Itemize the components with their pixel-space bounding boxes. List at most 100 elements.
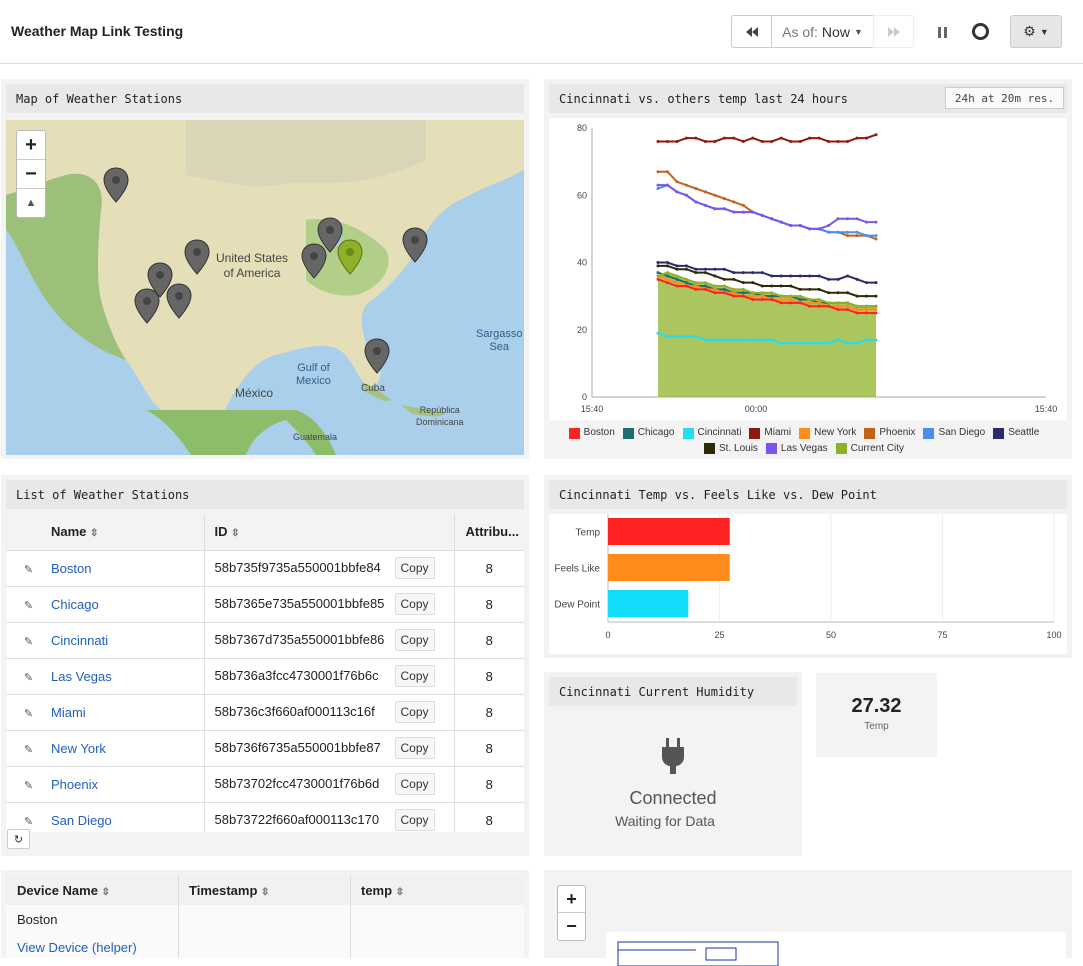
map-label-mexico: México: [235, 386, 274, 400]
station-marker-chicago[interactable]: [317, 217, 343, 253]
station-name-link[interactable]: San Diego: [51, 812, 112, 828]
drag-handle-icon[interactable]: ✎: [23, 779, 34, 792]
table-row[interactable]: ✎ Las Vegas 58b736a3fcc4730001f76b6c Copy 8: [6, 657, 524, 694]
legend-item[interactable]: San Diego: [923, 426, 985, 440]
data-point: [684, 277, 688, 281]
legend-item[interactable]: Chicago: [622, 426, 675, 440]
station-list-title: List of Weather Stations: [6, 480, 524, 509]
drag-handle-icon[interactable]: ✎: [23, 599, 34, 612]
station-marker-st-louis[interactable]: [301, 243, 327, 279]
drag-handle-icon[interactable]: ✎: [23, 815, 34, 828]
data-point: [703, 271, 707, 275]
column-header-temp[interactable]: temp ⇳: [361, 883, 405, 898]
station-name-link[interactable]: Boston: [51, 560, 92, 576]
station-name-link[interactable]: Chicago: [51, 596, 99, 612]
bar-dew-point: [608, 590, 689, 617]
station-name-link[interactable]: Miami: [51, 704, 86, 720]
column-header-name[interactable]: Name ⇳: [51, 514, 205, 550]
map-reset-north-icon[interactable]: ▲: [25, 197, 37, 209]
station-name-link[interactable]: Las Vegas: [51, 668, 112, 684]
column-header-device-name[interactable]: Device Name ⇳: [17, 883, 110, 898]
data-point: [865, 220, 869, 224]
station-marker-new-york[interactable]: [402, 227, 428, 263]
table-row[interactable]: ✎ Cincinnati 58b7367d735a550001bbfe86 Copy 8: [6, 621, 524, 658]
floorplan-zoom-control: + −: [557, 885, 586, 941]
drag-handle-icon[interactable]: ✎: [23, 563, 34, 576]
dewpoint-bar-chart: 0 25 50 75 100 Temp Feels Like Dew Point: [549, 514, 1067, 654]
pause-button[interactable]: [932, 22, 952, 42]
legend-item[interactable]: Phoenix: [864, 426, 915, 440]
copy-id-button[interactable]: Copy: [394, 737, 435, 759]
copy-id-button[interactable]: Copy: [394, 809, 435, 832]
legend-item[interactable]: Cincinnati: [682, 426, 741, 440]
bar-temp: [608, 518, 730, 545]
floorplan-zoom-out-button[interactable]: −: [566, 916, 577, 936]
copy-id-button[interactable]: Copy: [394, 557, 435, 579]
data-point: [827, 224, 831, 228]
legend-item[interactable]: New York: [799, 426, 856, 440]
data-point: [694, 334, 698, 338]
data-point: [713, 291, 717, 295]
legend-item[interactable]: Seattle: [993, 426, 1039, 440]
legend-label: Boston: [583, 427, 615, 438]
attribute-count: 8: [454, 729, 524, 766]
legend-item[interactable]: Current City: [835, 442, 904, 456]
table-row[interactable]: ✎ New York 58b736f6735a550001bbfe87 Copy 8: [6, 729, 524, 766]
legend-item[interactable]: Miami: [749, 426, 791, 440]
data-point: [798, 341, 802, 345]
data-point: [656, 139, 660, 143]
table-row[interactable]: ✎ San Diego 58b73722f660af000113c170 Copy 8: [6, 801, 524, 832]
refresh-button[interactable]: ↻: [7, 829, 30, 849]
data-point: [751, 291, 755, 295]
station-marker-cincinnati[interactable]: [337, 239, 363, 275]
copy-id-button[interactable]: Copy: [394, 629, 435, 651]
table-row[interactable]: ✎ Chicago 58b7365e735a550001bbfe85 Copy 8: [6, 585, 524, 622]
station-name-link[interactable]: Phoenix: [51, 776, 98, 792]
station-name-link[interactable]: New York: [51, 740, 106, 756]
view-device-link[interactable]: View Device (helper): [17, 940, 137, 955]
station-marker-las-vegas[interactable]: [147, 262, 173, 298]
floorplan-zoom-in-button[interactable]: +: [558, 886, 585, 913]
fast-forward-button[interactable]: [873, 15, 914, 48]
table-row[interactable]: ✎ Miami 58b736c3f660af000113c16f Copy 8: [6, 693, 524, 730]
station-id: 58b736a3fcc4730001f76b6c: [214, 668, 379, 683]
copy-id-button[interactable]: Copy: [394, 593, 435, 615]
column-header-attributes[interactable]: Attribu...: [465, 524, 519, 540]
map-zoom-in-button[interactable]: +: [17, 131, 45, 160]
data-point: [703, 281, 707, 285]
drag-handle-icon[interactable]: ✎: [23, 671, 34, 684]
legend-swatch: [682, 427, 694, 439]
legend-item[interactable]: Las Vegas: [765, 442, 828, 456]
data-point: [855, 311, 859, 315]
dewpoint-panel-title: Cincinnati Temp vs. Feels Like vs. Dew P…: [549, 480, 1067, 509]
drag-handle-icon[interactable]: ✎: [23, 743, 34, 756]
copy-id-button[interactable]: Copy: [394, 665, 435, 687]
column-header-timestamp[interactable]: Timestamp ⇳: [189, 883, 270, 898]
as-of-dropdown[interactable]: As of: Now ▼: [771, 15, 874, 48]
station-marker-seattle[interactable]: [103, 167, 129, 203]
y-tick-label: 80: [577, 123, 587, 133]
data-point: [656, 183, 660, 187]
map-zoom-control: + − ▲: [16, 130, 46, 218]
station-marker-phoenix[interactable]: [166, 283, 192, 319]
drag-handle-icon[interactable]: ✎: [23, 707, 34, 720]
data-point: [808, 301, 812, 305]
data-point: [827, 277, 831, 281]
station-marker-san-diego[interactable]: [134, 288, 160, 324]
copy-id-button[interactable]: Copy: [394, 773, 435, 795]
data-point: [732, 338, 736, 342]
copy-id-button[interactable]: Copy: [394, 701, 435, 723]
station-marker-boston[interactable]: [184, 239, 210, 275]
map-zoom-out-button[interactable]: −: [17, 160, 45, 189]
legend-item[interactable]: Boston: [568, 426, 615, 440]
drag-handle-icon[interactable]: ✎: [23, 635, 34, 648]
station-marker-miami[interactable]: [364, 338, 390, 374]
settings-button[interactable]: ⚙ ▼: [1010, 15, 1062, 48]
station-name-link[interactable]: Cincinnati: [51, 632, 109, 648]
legend-item[interactable]: St. Louis: [704, 442, 758, 456]
table-row[interactable]: ✎ Boston 58b735f9735a550001bbfe84 Copy 8: [6, 549, 524, 586]
weather-map[interactable]: United States of America Gulf of Mexico Mé…: [6, 120, 524, 455]
column-header-id[interactable]: ID ⇳: [204, 514, 455, 550]
rewind-button[interactable]: [731, 15, 772, 48]
table-row[interactable]: ✎ Phoenix 58b73702fcc4730001f76b6d Copy 8: [6, 765, 524, 802]
